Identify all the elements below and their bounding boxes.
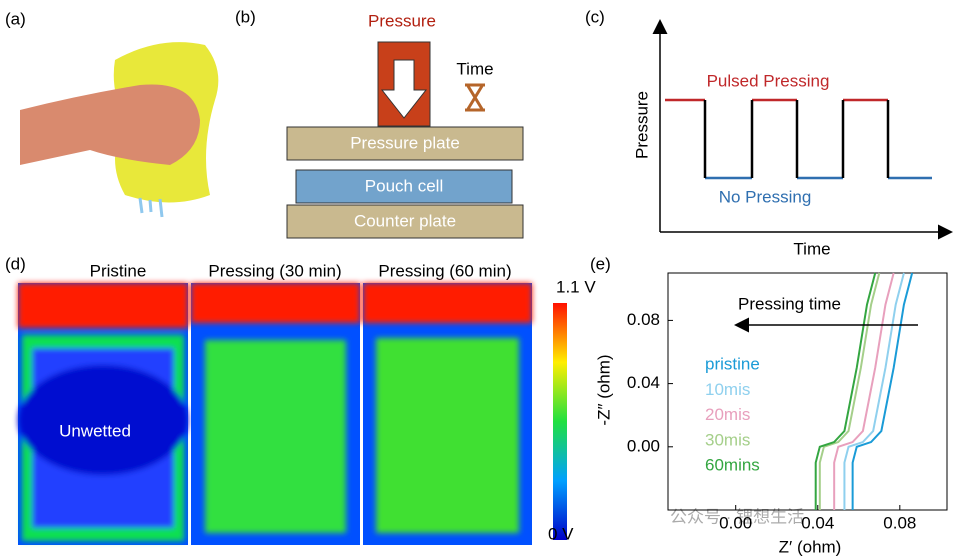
axis-label: Pressure	[632, 91, 651, 159]
cell-label: Pouch cell	[365, 176, 443, 195]
hourglass	[465, 83, 485, 112]
y-tick-label: 0.04	[627, 373, 660, 392]
time-label: Time	[456, 59, 493, 78]
legend-entry: pristine	[705, 354, 760, 373]
legend-entry: 60mins	[705, 456, 760, 475]
image-title: Pristine	[90, 261, 147, 280]
pulse-label: No Pressing	[719, 187, 812, 206]
map-annotation: Unwetted	[59, 421, 131, 440]
colorbar	[553, 303, 567, 540]
y-tick-label: 0.00	[627, 436, 660, 455]
colorbar-label: 1.1 V	[556, 277, 596, 296]
x-tick-label: 0.08	[883, 513, 916, 532]
x-tick-label: 0.04	[801, 513, 834, 532]
pulse	[665, 98, 932, 180]
sponge-photo	[20, 42, 219, 218]
plate	[286, 204, 524, 239]
colorbar-label: 0 V	[548, 524, 574, 543]
series-line	[851, 272, 914, 510]
legend-entry: 10mis	[705, 380, 750, 399]
series-line	[843, 272, 905, 510]
series-line	[818, 272, 881, 510]
plate-label: Pressure plate	[350, 133, 460, 152]
panel-label: (c)	[585, 7, 605, 26]
axis-label: -Z″ (ohm)	[594, 354, 613, 425]
annotation: Pressing time	[738, 294, 841, 313]
arrow	[380, 59, 428, 119]
image-title: Pressing (30 min)	[208, 261, 341, 280]
image-title: Pressing (60 min)	[378, 261, 511, 280]
y-tick-label: 0.08	[627, 310, 660, 329]
cell	[295, 169, 513, 204]
voltage-map	[18, 283, 532, 545]
legend-entry: 20mis	[705, 405, 750, 424]
axis-label: Z′ (ohm)	[779, 537, 842, 556]
axis-label: Time	[793, 239, 830, 258]
plot-frame	[667, 272, 948, 511]
plate-label: Counter plate	[354, 211, 456, 230]
panel-label: (d)	[5, 254, 26, 273]
plate	[286, 126, 524, 161]
legend-entry: 30mis	[705, 430, 750, 449]
pulse-label: Pulsed Pressing	[707, 71, 830, 90]
series-line	[814, 272, 877, 510]
panel-label: (b)	[235, 7, 256, 26]
watermark: 公众号 · 锂想生活	[670, 507, 804, 526]
x-tick-label: 0.00	[719, 513, 752, 532]
series-line	[833, 272, 895, 510]
pressure-label: Pressure	[368, 11, 436, 30]
panel-label: (a)	[5, 9, 26, 28]
panel-label: (e)	[590, 254, 611, 273]
